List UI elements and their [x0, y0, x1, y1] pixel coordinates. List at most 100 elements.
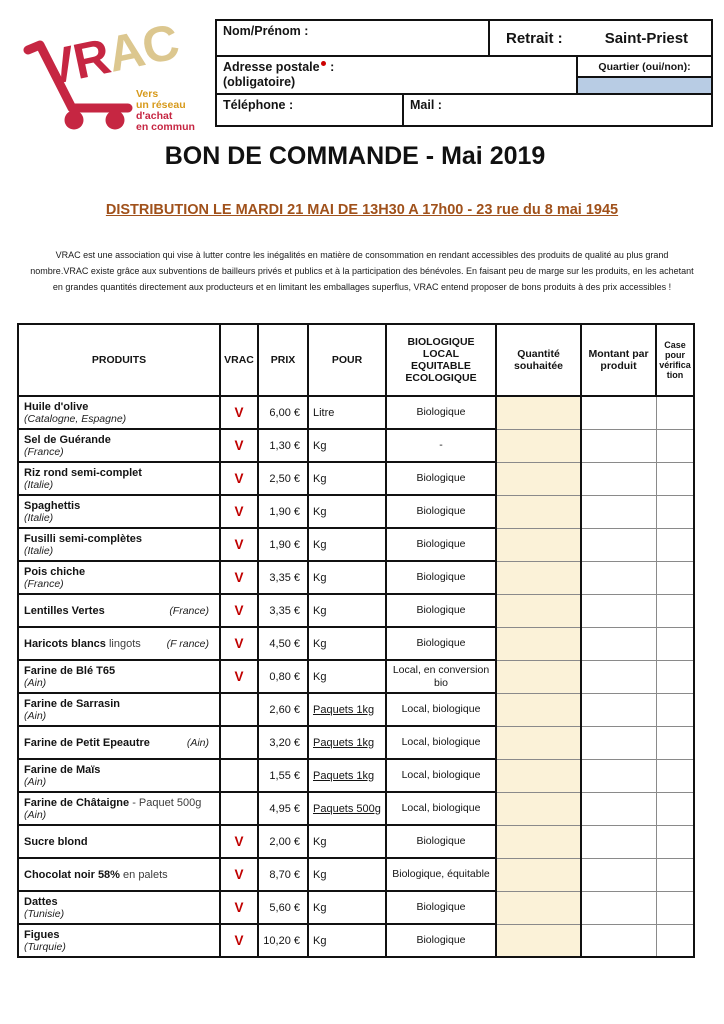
mail-field[interactable]: Mail : — [404, 95, 711, 125]
vrac-logo: VRAC Vers un réseau d'achat en commun — [16, 13, 214, 133]
table-row: Farine de Sarrasin (Ain) 2,60 € Paquets … — [17, 692, 695, 727]
product-name: Farine de Blé T65 — [24, 664, 116, 677]
check-cell[interactable] — [655, 692, 695, 727]
bio-cell: Biologique — [385, 560, 497, 595]
product-cell: Figues (Turquie) — [17, 923, 221, 958]
quantity-input-cell[interactable] — [495, 923, 582, 958]
vrac-checkmark: V — [234, 470, 244, 486]
check-cell[interactable] — [655, 824, 695, 859]
product-name: Fusilli semi-complètes — [24, 532, 142, 545]
product-origin: (Ain) — [24, 808, 47, 821]
check-cell[interactable] — [655, 791, 695, 826]
product-origin: (Tunisie) — [24, 907, 65, 920]
quantity-input-cell[interactable] — [495, 461, 582, 496]
quantity-input-cell[interactable] — [495, 560, 582, 595]
amount-cell[interactable] — [580, 923, 657, 958]
amount-cell[interactable] — [580, 890, 657, 925]
check-cell[interactable] — [655, 560, 695, 595]
amount-cell[interactable] — [580, 824, 657, 859]
quartier-input[interactable] — [578, 78, 711, 93]
check-cell[interactable] — [655, 758, 695, 793]
bio-cell: Biologique, équitable — [385, 857, 497, 892]
product-name: Sucre blond — [24, 835, 88, 848]
unit-text: Paquets 500g — [313, 802, 381, 815]
amount-cell[interactable] — [580, 395, 657, 430]
quantity-input-cell[interactable] — [495, 692, 582, 727]
phone-field[interactable]: Téléphone : — [217, 95, 404, 125]
order-table: PRODUITS VRAC PRIX POUR BIOLOGIQUE LOCAL… — [17, 323, 695, 958]
check-cell[interactable] — [655, 725, 695, 760]
product-cell: Sel de Guérande (France) — [17, 428, 221, 463]
price-cell: 4,95 € — [257, 791, 309, 826]
price-cell: 3,20 € — [257, 725, 309, 760]
unit-text: Kg — [313, 571, 327, 584]
quantity-input-cell[interactable] — [495, 593, 582, 628]
product-name-suffix: en palets — [119, 868, 168, 881]
quantity-input-cell[interactable] — [495, 626, 582, 661]
unit-text: Kg — [313, 835, 327, 848]
cart-outline — [23, 40, 133, 113]
col-header-pour: POUR — [307, 323, 387, 397]
price-cell: 10,20 € — [257, 923, 309, 958]
check-cell[interactable] — [655, 857, 695, 892]
unit-text: Kg — [313, 934, 327, 947]
check-cell[interactable] — [655, 527, 695, 562]
vrac-cell: V — [219, 923, 259, 958]
check-cell[interactable] — [655, 923, 695, 958]
quantity-input-cell[interactable] — [495, 758, 582, 793]
check-cell[interactable] — [655, 461, 695, 496]
amount-cell[interactable] — [580, 527, 657, 562]
vrac-cell: V — [219, 824, 259, 859]
amount-cell[interactable] — [580, 560, 657, 595]
address-field[interactable]: Adresse postale : (obligatoire) — [217, 57, 578, 93]
quantity-input-cell[interactable] — [495, 395, 582, 430]
vrac-cell: V — [219, 857, 259, 892]
quantity-input-cell[interactable] — [495, 890, 582, 925]
check-cell[interactable] — [655, 593, 695, 628]
quantity-input-cell[interactable] — [495, 791, 582, 826]
amount-cell[interactable] — [580, 626, 657, 661]
name-label: Nom/Prénom : — [223, 24, 309, 38]
amount-cell[interactable] — [580, 659, 657, 694]
unit-cell: Kg — [307, 890, 387, 925]
quantity-input-cell[interactable] — [495, 494, 582, 529]
amount-cell[interactable] — [580, 758, 657, 793]
amount-cell[interactable] — [580, 593, 657, 628]
unit-text: Paquets 1kg — [313, 703, 375, 716]
check-cell[interactable] — [655, 626, 695, 661]
check-cell[interactable] — [655, 890, 695, 925]
vrac-cell: V — [219, 494, 259, 529]
check-cell[interactable] — [655, 428, 695, 463]
quantity-input-cell[interactable] — [495, 857, 582, 892]
price-cell: 1,55 € — [257, 758, 309, 793]
quartier-label: Quartier (oui/non): — [578, 57, 711, 78]
quantity-input-cell[interactable] — [495, 725, 582, 760]
amount-cell[interactable] — [580, 725, 657, 760]
product-name-suffix: - Paquet 500g — [129, 796, 202, 809]
check-cell[interactable] — [655, 494, 695, 529]
product-origin: (Ain) — [24, 775, 47, 788]
check-cell[interactable] — [655, 659, 695, 694]
amount-cell[interactable] — [580, 692, 657, 727]
quantity-input-cell[interactable] — [495, 659, 582, 694]
check-cell[interactable] — [655, 395, 695, 430]
price-cell: 6,00 € — [257, 395, 309, 430]
address-required-note: (obligatoire) — [223, 75, 296, 89]
bio-cell: Biologique — [385, 593, 497, 628]
amount-cell[interactable] — [580, 791, 657, 826]
quantity-input-cell[interactable] — [495, 428, 582, 463]
amount-cell[interactable] — [580, 428, 657, 463]
vrac-cell: V — [219, 659, 259, 694]
quantity-input-cell[interactable] — [495, 527, 582, 562]
bio-cell: Biologique — [385, 890, 497, 925]
name-field[interactable]: Nom/Prénom : — [217, 21, 490, 55]
price-cell: 8,70 € — [257, 857, 309, 892]
quantity-input-cell[interactable] — [495, 824, 582, 859]
product-origin: (France) — [24, 577, 64, 590]
address-label: Adresse postale — [223, 60, 320, 74]
amount-cell[interactable] — [580, 857, 657, 892]
unit-cell: Kg — [307, 494, 387, 529]
vrac-checkmark: V — [234, 404, 244, 420]
amount-cell[interactable] — [580, 494, 657, 529]
amount-cell[interactable] — [580, 461, 657, 496]
